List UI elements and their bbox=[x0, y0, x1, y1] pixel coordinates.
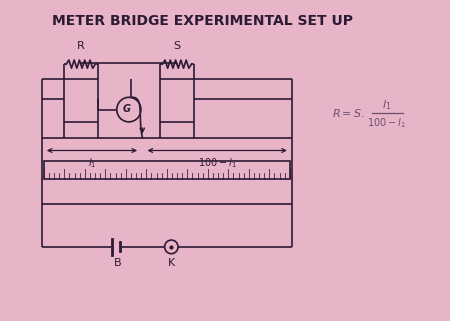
Text: R: R bbox=[77, 41, 85, 51]
Text: $100 - l_1$: $100 - l_1$ bbox=[198, 156, 237, 170]
Text: B: B bbox=[114, 258, 122, 268]
Text: G: G bbox=[122, 104, 130, 114]
Text: S: S bbox=[173, 41, 180, 51]
Bar bbox=[44, 160, 290, 179]
Text: $l_1$: $l_1$ bbox=[88, 156, 96, 170]
Text: $l_1$: $l_1$ bbox=[382, 98, 392, 112]
Text: $R = S.$: $R = S.$ bbox=[333, 107, 365, 119]
Text: $100 - l_1$: $100 - l_1$ bbox=[368, 116, 406, 130]
Text: METER BRIDGE EXPERIMENTAL SET UP: METER BRIDGE EXPERIMENTAL SET UP bbox=[52, 14, 353, 28]
Text: K: K bbox=[168, 258, 175, 268]
